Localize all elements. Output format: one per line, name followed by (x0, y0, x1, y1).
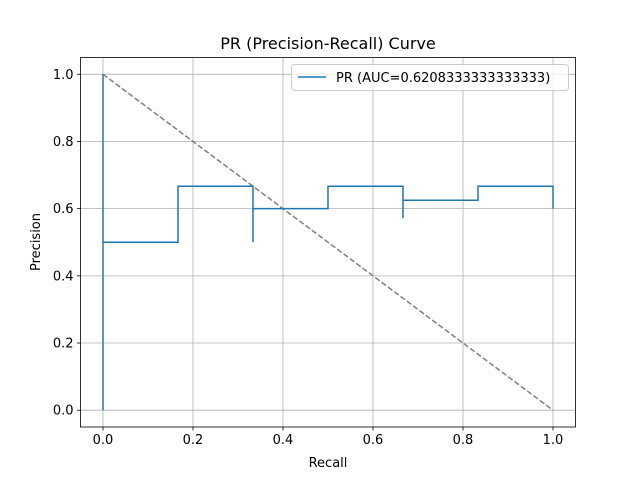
y-tick-label: 0.8 (53, 135, 74, 150)
ticks: 0.0 0.2 0.4 0.6 0.8 1.0 0.0 0.2 0.4 0.6 0.8 1.0 (53, 68, 564, 448)
axes-frame (80, 57, 576, 428)
diagonal-reference-line (102, 73, 554, 411)
y-tick-label: 0.2 (53, 337, 74, 352)
y-tick-label: 0.4 (53, 269, 74, 284)
chart-title: PR (Precision-Recall) Curve (220, 34, 436, 53)
x-tick-label: 0.4 (273, 433, 294, 448)
x-tick-label: 0.2 (183, 433, 204, 448)
y-tick-label: 0.6 (53, 202, 74, 217)
y-tick-label: 0.0 (53, 404, 74, 419)
series-layer (102, 73, 554, 411)
x-tick-label: 0.0 (93, 433, 114, 448)
pr-curve-line (102, 74, 554, 411)
legend: PR (AUC=0.6208333333333333) (291, 64, 569, 91)
x-tick-label: 1.0 (543, 433, 564, 448)
legend-box (291, 64, 569, 91)
x-tick-label: 0.6 (363, 433, 384, 448)
legend-label: PR (AUC=0.6208333333333333) (336, 71, 550, 86)
x-tick-label: 0.8 (453, 433, 474, 448)
y-tick-label: 1.0 (53, 68, 74, 83)
x-axis-label: Recall (309, 456, 348, 471)
y-axis-label: Precision (29, 213, 44, 271)
